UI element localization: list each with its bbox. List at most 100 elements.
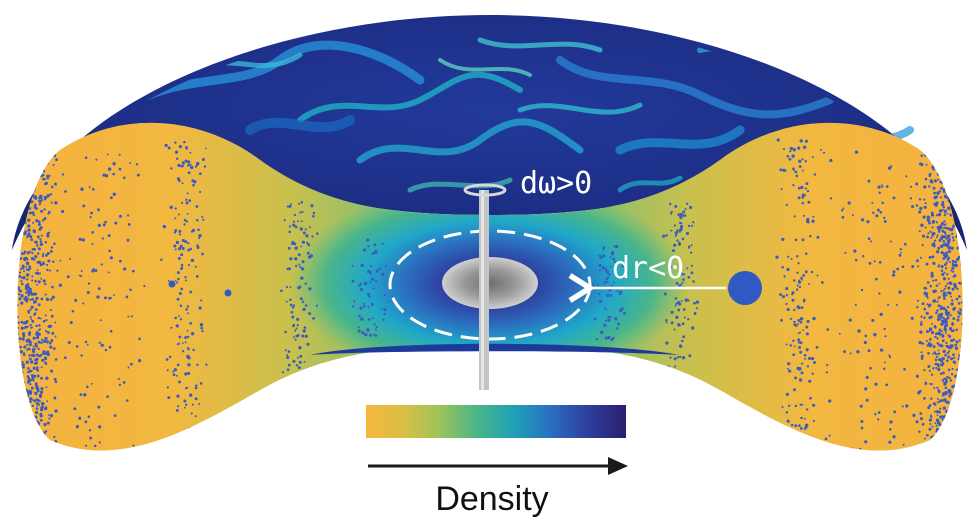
particle-dot bbox=[201, 329, 204, 333]
particle-dot bbox=[88, 429, 92, 432]
particle-dot bbox=[10, 318, 13, 321]
particle-dot bbox=[287, 246, 291, 250]
particle-dot bbox=[296, 385, 300, 389]
particle-dot bbox=[957, 302, 961, 305]
particle-dot bbox=[682, 278, 685, 281]
particle-dot bbox=[607, 318, 611, 322]
particle-dot bbox=[36, 389, 40, 393]
particle-dot bbox=[122, 381, 126, 384]
particle-dot bbox=[42, 447, 45, 450]
particle-dot bbox=[21, 371, 24, 374]
particle-dot bbox=[29, 298, 32, 301]
particle-dot bbox=[923, 205, 927, 209]
particle-dot bbox=[188, 426, 192, 430]
particle-dot bbox=[942, 306, 946, 311]
particle-dot bbox=[686, 202, 689, 205]
particle-dot bbox=[32, 229, 37, 234]
particle-dot bbox=[598, 292, 601, 296]
particle-dot bbox=[35, 176, 39, 181]
particle-dot bbox=[44, 447, 47, 450]
particle-dot bbox=[960, 345, 963, 349]
particle-dot bbox=[796, 433, 799, 436]
particle-dot bbox=[938, 313, 940, 316]
particle-dot bbox=[672, 249, 675, 253]
particle-dot bbox=[959, 257, 963, 260]
particle-dot bbox=[969, 373, 971, 375]
particle-dot bbox=[173, 444, 177, 449]
particle-dot bbox=[826, 363, 829, 367]
particle-dot bbox=[28, 265, 31, 268]
particle-dot bbox=[915, 182, 919, 186]
particle-dot bbox=[25, 265, 28, 268]
particle-dot bbox=[780, 318, 784, 322]
particle-dot bbox=[177, 256, 181, 260]
particle-dot bbox=[905, 175, 908, 178]
particle-dot bbox=[37, 150, 40, 153]
particle-dot bbox=[920, 162, 924, 167]
particle-dot bbox=[41, 199, 44, 202]
particle-dot bbox=[949, 328, 952, 331]
particle-dot bbox=[623, 311, 626, 315]
particle-dot bbox=[37, 347, 40, 351]
particle-dot bbox=[39, 155, 43, 159]
particle-dot bbox=[928, 446, 931, 449]
particle-dot bbox=[11, 159, 14, 162]
particle-dot bbox=[33, 430, 37, 433]
particle-dot bbox=[17, 179, 19, 182]
particle-dot bbox=[949, 433, 952, 436]
particle-dot bbox=[838, 332, 841, 335]
particle-dot bbox=[871, 318, 875, 322]
particle-dot bbox=[31, 297, 34, 301]
particle-dot bbox=[296, 220, 299, 223]
particle-dot bbox=[943, 271, 946, 274]
particle-dot bbox=[45, 441, 49, 445]
particle-dot bbox=[33, 415, 37, 419]
particle-dot bbox=[610, 252, 615, 256]
particle-dot bbox=[940, 290, 943, 293]
particle-dot bbox=[952, 307, 956, 310]
particle-dot bbox=[20, 392, 24, 395]
particle-dot bbox=[938, 230, 941, 233]
particle-dot bbox=[12, 271, 15, 274]
particle-dot bbox=[792, 148, 796, 152]
particle-dot bbox=[359, 306, 363, 310]
particle-dot bbox=[928, 255, 932, 259]
particle-dot bbox=[75, 425, 79, 429]
particle-dot bbox=[952, 317, 956, 320]
particle-dot bbox=[844, 251, 847, 254]
particle-dot bbox=[888, 356, 892, 359]
particle-dot bbox=[88, 186, 91, 189]
particle-dot bbox=[938, 332, 942, 336]
particle-dot bbox=[19, 432, 23, 436]
particle-dot bbox=[812, 403, 816, 407]
particle-dot bbox=[961, 322, 963, 326]
particle-dot bbox=[26, 429, 30, 433]
particle-dot bbox=[881, 186, 884, 188]
particle-dot bbox=[52, 260, 55, 263]
particle-dot bbox=[33, 159, 36, 162]
particle-dot bbox=[19, 346, 22, 349]
particle-dot bbox=[18, 271, 22, 274]
particle-dot bbox=[944, 392, 948, 396]
particle-dot bbox=[20, 301, 24, 305]
particle-dot bbox=[44, 182, 47, 186]
particle-dot bbox=[40, 341, 43, 345]
particle-dot bbox=[49, 249, 53, 253]
particle-dot bbox=[946, 359, 949, 363]
particle-dot bbox=[943, 220, 946, 223]
particle-dot bbox=[604, 269, 608, 272]
particle-dot bbox=[31, 421, 34, 424]
particle-dot bbox=[64, 190, 67, 193]
particle-dot bbox=[29, 383, 32, 386]
particle-dot bbox=[108, 249, 111, 253]
particle-dot bbox=[203, 165, 207, 168]
particle-dot bbox=[196, 218, 199, 222]
particle-dot bbox=[805, 220, 809, 223]
particle-dot bbox=[92, 267, 95, 271]
particle-dot bbox=[685, 231, 690, 236]
particle-dot bbox=[952, 185, 955, 189]
particle-dot bbox=[794, 430, 798, 434]
particle-dot bbox=[22, 258, 26, 261]
particle-dot bbox=[15, 222, 18, 225]
particle-dot bbox=[298, 285, 302, 289]
